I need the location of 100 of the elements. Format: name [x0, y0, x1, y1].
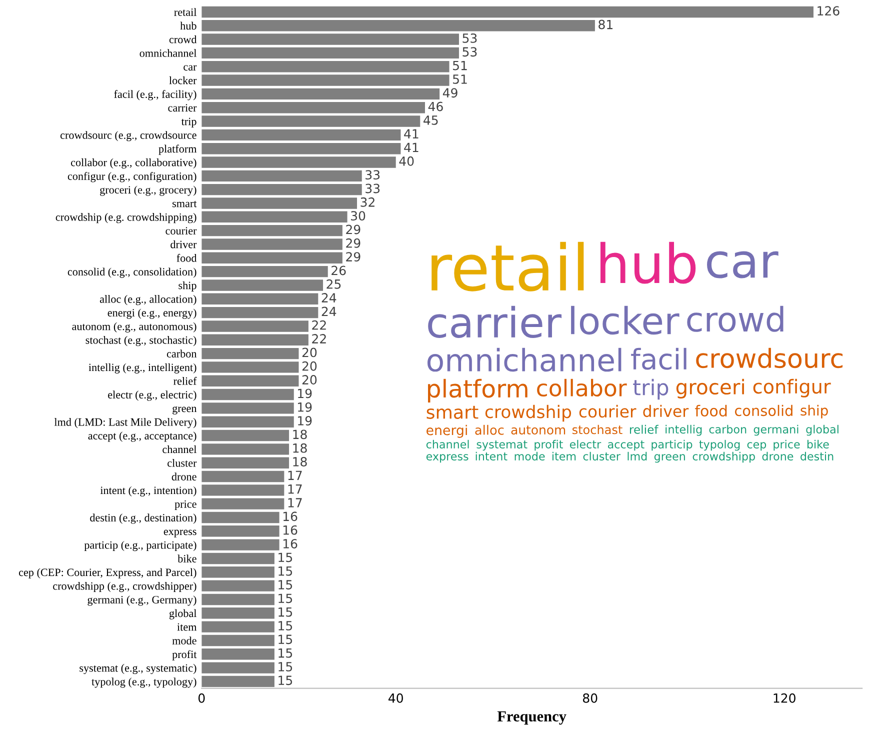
bar: [202, 47, 459, 59]
y-tick-label: germani (e.g., Germany): [88, 596, 196, 606]
category-label: retail: [432, 242, 584, 292]
y-tick-label: crowdshipp (e.g., crowdshipper): [53, 582, 196, 592]
bar: [202, 662, 274, 674]
data-label: 53: [462, 33, 477, 43]
bar: [202, 293, 318, 304]
y-tick-label: trip: [181, 118, 196, 128]
category-label: omnichannel: [428, 348, 622, 372]
bar: [202, 156, 396, 168]
category-label: hub: [600, 242, 696, 284]
y-tick-label: courier: [166, 227, 197, 235]
y-tick-label: express: [164, 530, 196, 538]
bar: [202, 416, 294, 428]
category-label: germani: [754, 424, 798, 436]
data-label: 16: [283, 538, 298, 548]
y-tick-label: relief: [174, 376, 197, 385]
y-tick-label: particip (e.g., participate): [84, 540, 196, 552]
category-label: platform: [428, 378, 528, 402]
data-label: 49: [442, 88, 458, 98]
data-label: 19: [298, 402, 312, 412]
category-label: crowdship: [485, 404, 572, 422]
category-label: car: [707, 251, 778, 278]
y-tick-label: intellig (e.g., intelligent): [88, 363, 196, 374]
category-label: global: [806, 424, 838, 436]
bar: [202, 676, 274, 688]
category-label: crowdsourc: [696, 348, 843, 368]
category-label: cep: [747, 442, 766, 451]
category-label: cluster: [583, 452, 620, 460]
category-label: electr: [570, 440, 602, 448]
y-tick-label: omnichannel: [140, 49, 197, 57]
bar: [202, 526, 280, 537]
y-tick-label: lmd (LMD: Last Mile Delivery): [54, 418, 196, 428]
data-label: 126: [818, 6, 840, 16]
category-label: carrier: [428, 306, 562, 338]
data-label: 15: [278, 580, 292, 590]
data-label: 15: [278, 634, 292, 644]
x-tick-label: 40: [388, 693, 403, 703]
category-label: collabor: [537, 378, 627, 397]
y-tick-label: carbon: [166, 350, 197, 358]
bar: [202, 320, 308, 332]
data-label: 15: [278, 566, 292, 576]
x-tick-label: 80: [582, 693, 598, 703]
x-tick-label: 120: [774, 693, 796, 703]
bar: [202, 580, 274, 592]
category-label: consolid: [734, 404, 792, 416]
data-label: 26: [332, 266, 346, 276]
category-label: lmd: [628, 452, 647, 460]
y-tick-label: cluster: [168, 458, 197, 467]
category-label: groceri: [676, 378, 744, 398]
bar: [202, 211, 348, 223]
y-tick-label: price: [174, 500, 196, 510]
bar: [202, 74, 450, 86]
bar: [202, 266, 328, 278]
data-label: 51: [453, 74, 467, 84]
y-tick-label: crowdship (e.g. crowdshipping): [56, 213, 196, 224]
data-label: 22: [312, 320, 326, 330]
y-tick-label: green: [172, 406, 197, 414]
category-label: profit: [534, 440, 563, 451]
category-label: driver: [643, 404, 689, 418]
category-label: intellig: [666, 424, 702, 436]
data-label: 17: [288, 498, 302, 508]
data-label: 32: [360, 197, 374, 207]
category-label: courier: [579, 404, 636, 418]
data-label: 46: [428, 102, 443, 112]
category-label: intent: [476, 452, 508, 460]
y-tick-label: consolid (e.g., consolidation): [68, 268, 196, 278]
data-label: 17: [288, 484, 302, 494]
y-tick-label: groceri (e.g., grocery): [100, 186, 196, 196]
y-tick-label: car: [184, 65, 197, 71]
bar: [202, 184, 362, 196]
y-tick-label: stochast (e.g., stochastic): [86, 336, 196, 346]
y-tick-label: collabor (e.g., collaborative): [70, 158, 196, 169]
bar: [202, 608, 274, 619]
data-label: 29: [346, 252, 360, 262]
y-tick-label: locker: [169, 76, 197, 84]
bar: [202, 430, 290, 442]
data-label: 15: [278, 607, 292, 617]
bar: [202, 34, 459, 45]
bar: [202, 252, 342, 264]
data-label: 18: [293, 443, 307, 453]
data-label: 81: [598, 20, 612, 30]
data-label: 18: [293, 457, 307, 466]
category-label: green: [654, 454, 685, 463]
bar: [202, 170, 362, 182]
category-label: stochast: [572, 424, 622, 434]
y-tick-label: smart: [172, 200, 197, 208]
bar: [202, 88, 440, 100]
data-label: 15: [278, 648, 292, 658]
bar: [202, 348, 299, 360]
bar: [202, 648, 274, 660]
category-label: accept: [608, 440, 644, 451]
y-tick-label: electr (e.g., electric): [108, 390, 196, 401]
category-label: item: [552, 452, 576, 460]
bar: [202, 470, 284, 482]
data-label: 15: [278, 621, 292, 630]
category-label: facil: [631, 348, 686, 370]
y-tick-label: item: [177, 623, 197, 631]
y-tick-label: profit: [172, 650, 197, 660]
data-label: 24: [322, 306, 336, 316]
